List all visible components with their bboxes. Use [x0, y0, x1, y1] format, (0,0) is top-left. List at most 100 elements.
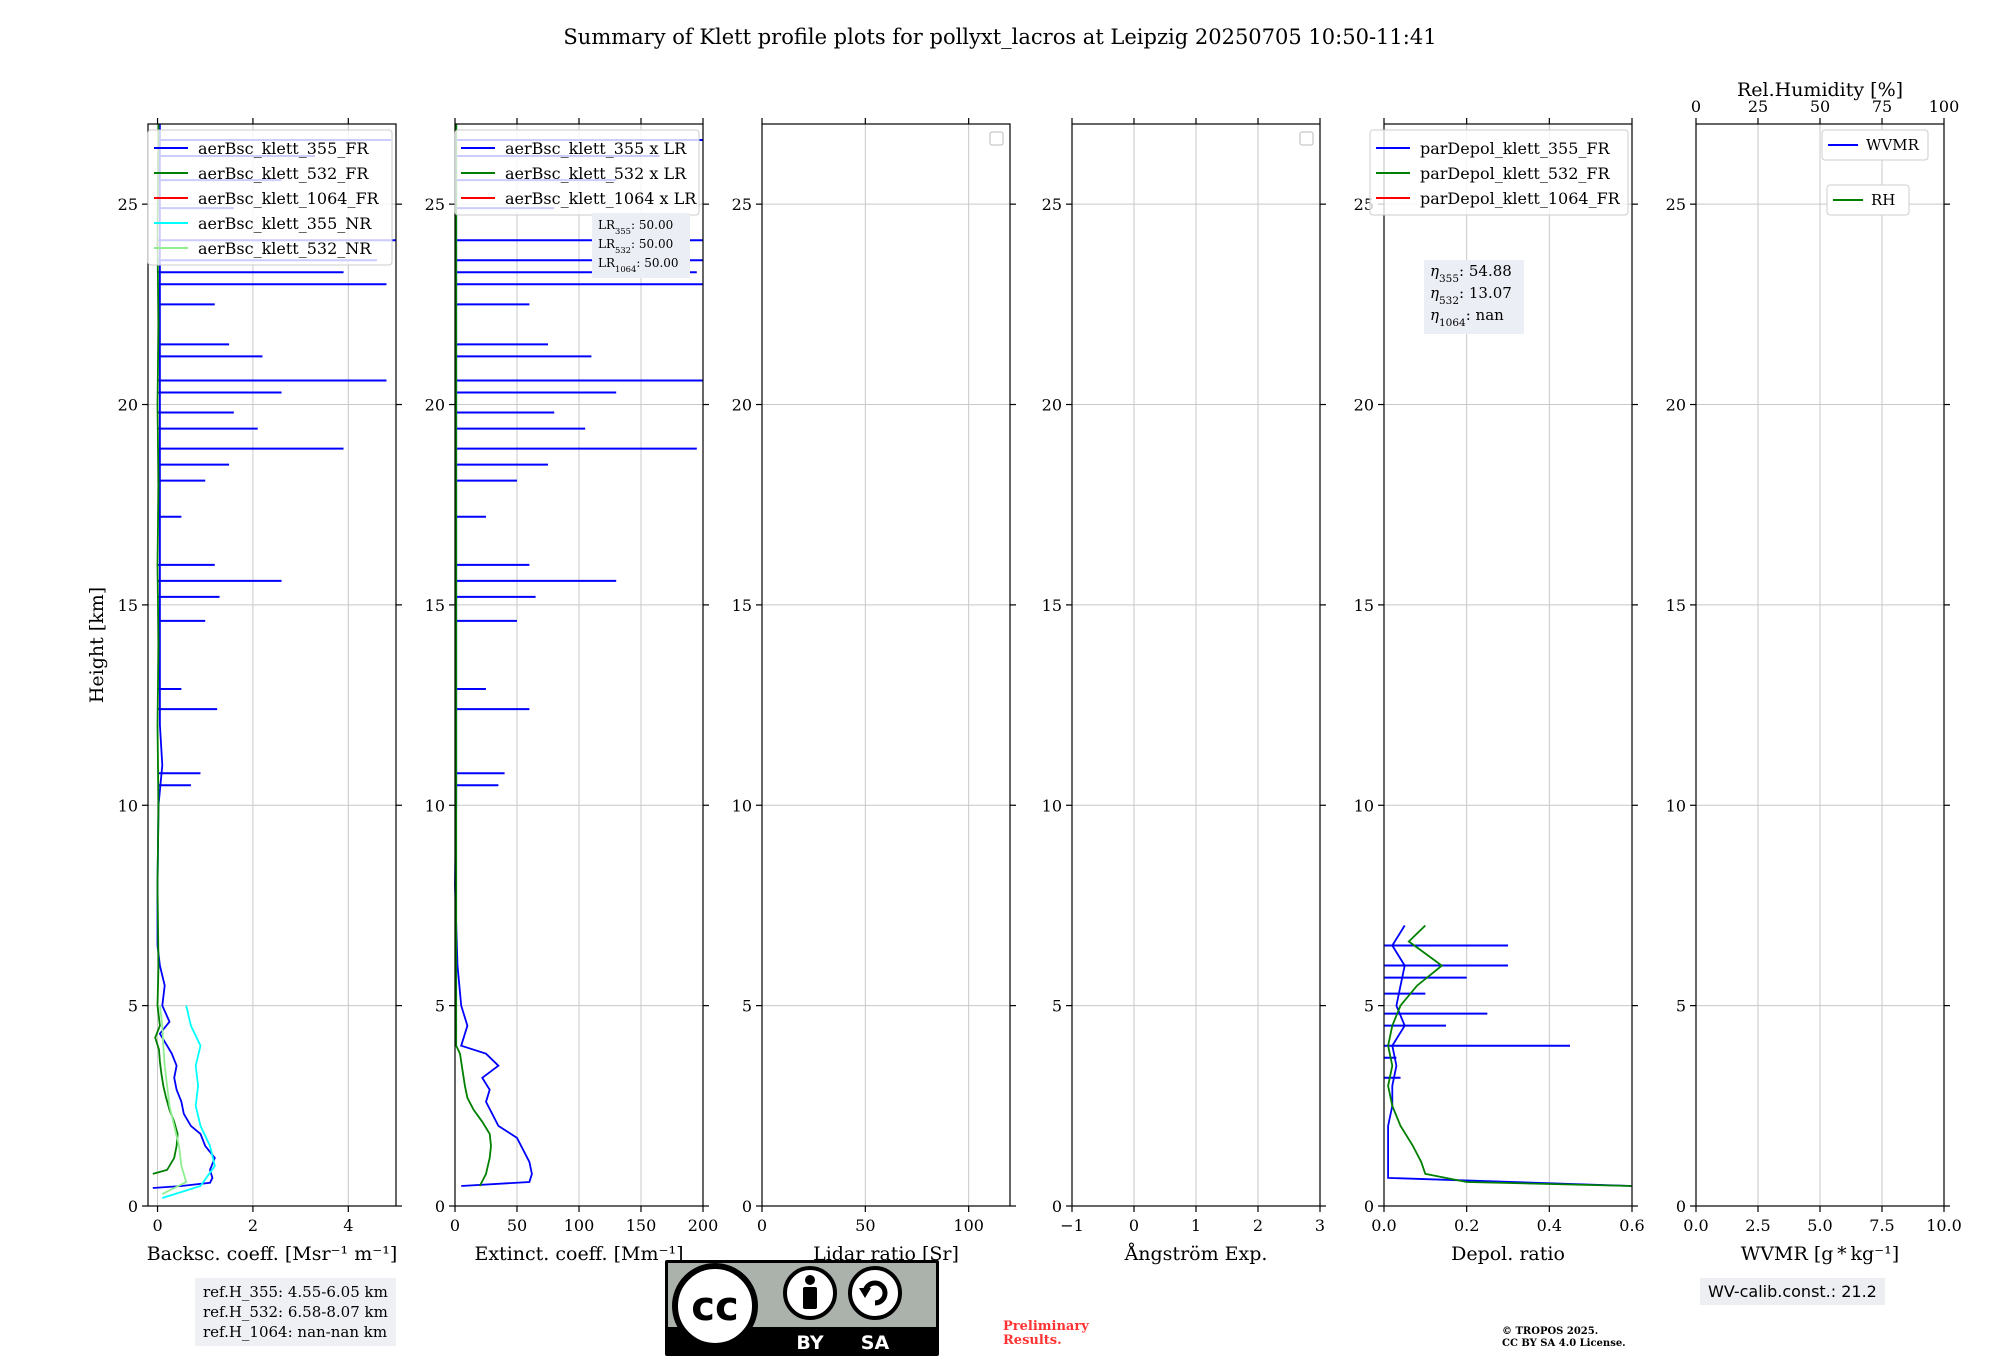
y-tick-label: 15 [1042, 596, 1062, 615]
x-tick-label: 50 [855, 1216, 875, 1235]
y-tick-label: 5 [435, 997, 445, 1016]
x-tick-label: 200 [688, 1216, 719, 1235]
copyright-line-1: © TROPOS 2025. [1502, 1326, 1599, 1337]
y-tick-label: 20 [732, 396, 752, 415]
y-tick-label: 20 [118, 396, 138, 415]
y-tick-label: 0 [742, 1197, 752, 1216]
ref-height-1064: ref.H_1064: nan-nan km [203, 1323, 388, 1341]
panel-depol: 0.0 0.2 0.4 0.6 0 5 10 15 20 25 Depol. ratio parDep… [1354, 118, 1645, 1265]
x-tick-label: 0 [757, 1216, 767, 1235]
cc-icon [672, 1263, 758, 1349]
y-tick-label: 20 [1666, 396, 1686, 415]
y-tick-label: 20 [425, 396, 445, 415]
legend-label: aerBsc_klett_1064 x LR [505, 189, 697, 208]
legend-label: aerBsc_klett_355 x LR [505, 139, 687, 158]
annotation-line: η355: 54.88 [1430, 262, 1512, 285]
x-tick-label: 0.6 [1619, 1216, 1644, 1235]
by-text: BY [796, 1332, 823, 1354]
axes-frame [147, 123, 397, 1207]
axes-frame [761, 123, 1011, 1207]
ref-height-355: ref.H_355: 4.55-6.05 km [203, 1283, 388, 1301]
legend-box [1369, 129, 1629, 216]
y-tick-label: 25 [1354, 195, 1374, 214]
top-x-tick-label: 75 [1872, 97, 1892, 116]
x-tick-label: 3 [1315, 1216, 1325, 1235]
x-tick-label: 4 [343, 1216, 353, 1235]
legend-label: parDepol_klett_1064_FR [1420, 189, 1621, 208]
copyright-line-2: CC BY SA 4.0 License. [1502, 1338, 1626, 1349]
axes-frame [1383, 123, 1633, 1207]
legend-box [147, 129, 393, 266]
legend-box [1826, 184, 1910, 216]
series-line-0 [454, 124, 533, 1187]
legend-label: aerBsc_klett_532_NR [198, 239, 372, 258]
x-tick-label: 0 [450, 1216, 460, 1235]
empty-legend-box [989, 131, 1004, 146]
y-tick-label: 25 [425, 195, 445, 214]
x-tick-label: 10.0 [1926, 1216, 1962, 1235]
x-tick-label: 0 [152, 1216, 162, 1235]
x-axis-label: Depol. ratio [1451, 1243, 1565, 1265]
legend-label: aerBsc_klett_532_FR [198, 164, 369, 183]
y-tick-label: 25 [1666, 195, 1686, 214]
y-tick-label: 15 [425, 596, 445, 615]
x-axis-label: Ångström Exp. [1124, 1243, 1268, 1265]
figure-title: Summary of Klett profile plots for polly… [563, 25, 1436, 49]
legend-label: parDepol_klett_532_FR [1420, 164, 1611, 183]
legend-label: aerBsc_klett_355_NR [198, 214, 372, 233]
legend-label: WVMR [1866, 136, 1920, 154]
ref-height-532: ref.H_532: 6.58-8.07 km [203, 1303, 388, 1321]
series-line-1 [152, 123, 179, 1175]
y-tick-label: 10 [1666, 796, 1686, 815]
series-group [152, 123, 396, 1199]
reference-height-box: ref.H_355: 4.55-6.05 km ref.H_532: 6.58-… [195, 1278, 396, 1346]
annotation-line: η532: 13.07 [1430, 284, 1512, 307]
panel-wv: 0.0 2.5 5.0 7.5 10.0 0 5 10 15 20 25 WVMR [g * kg⁻¹… [1666, 79, 1962, 1265]
y-tick-label: 0 [1364, 1197, 1374, 1216]
x-tick-label: 1 [1191, 1216, 1201, 1235]
empty-legend-box [1299, 131, 1314, 146]
x-axis-label: WVMR [g * kg⁻¹] [1741, 1243, 1899, 1265]
y-tick-label: 0 [435, 1197, 445, 1216]
top-x-tick-label: 0 [1691, 97, 1701, 116]
panel-ext: 0 50 100 150 200 0 5 10 15 20 25 Extinct. coeff. [M… [425, 118, 719, 1265]
legend-label: RH [1871, 191, 1895, 209]
y-tick-label: 10 [118, 796, 138, 815]
legend-box [454, 129, 700, 216]
y-tick-label: 10 [1354, 796, 1374, 815]
x-tick-label: 2 [248, 1216, 258, 1235]
y-tick-label: 0 [1052, 1197, 1062, 1216]
y-tick-label: 5 [1676, 997, 1686, 1016]
x-axis-label: Lidar ratio [Sr] [813, 1243, 959, 1265]
legend-label: parDepol_klett_355_FR [1420, 139, 1611, 158]
preliminary-note: Preliminary Results. [1003, 1320, 1123, 1348]
y-tick-label: 20 [1354, 396, 1374, 415]
y-tick-label: 0 [1676, 1197, 1686, 1216]
x-tick-label: −1 [1060, 1216, 1084, 1235]
y-tick-label: 15 [1666, 596, 1686, 615]
y-tick-label: 10 [732, 796, 752, 815]
y-tick-label: 20 [1042, 396, 1062, 415]
legend-label: aerBsc_klett_1064_FR [198, 189, 380, 208]
top-x-axis-label: Rel.Humidity [%] [1737, 79, 1903, 101]
x-tick-label: 150 [626, 1216, 657, 1235]
copyright-note: © TROPOS 2025. CC BY SA 4.0 License. [1502, 1326, 1702, 1350]
x-tick-label: 0.4 [1537, 1216, 1562, 1235]
y-tick-label: 15 [732, 596, 752, 615]
x-tick-label: 2.5 [1745, 1216, 1770, 1235]
top-x-tick-label: 50 [1810, 97, 1830, 116]
y-tick-label: 5 [128, 997, 138, 1016]
annotation-box [1424, 260, 1524, 334]
annotation-line: LR1064: 50.00 [598, 256, 679, 274]
y-tick-label: 25 [732, 195, 752, 214]
top-x-tick-label: 100 [1929, 97, 1960, 116]
panel-bsc: 0 2 4 0 5 10 15 20 25 Backsc. coeff. [Msr⁻¹ m⁻¹] a… [118, 118, 402, 1265]
sa-text: SA [861, 1332, 890, 1354]
x-tick-label: 0.2 [1454, 1216, 1479, 1235]
x-tick-label: 7.5 [1869, 1216, 1894, 1235]
series-line-1 [455, 124, 492, 1187]
y-tick-label: 10 [1042, 796, 1062, 815]
legend-label: aerBsc_klett_532 x LR [505, 164, 687, 183]
sa-share-icon [848, 1266, 902, 1320]
